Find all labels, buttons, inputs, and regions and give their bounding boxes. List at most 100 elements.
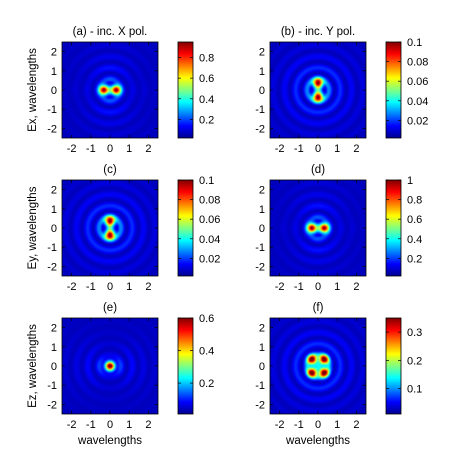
panel-c-colorbar	[177, 179, 194, 277]
panel-f-ytick-label: -1	[255, 380, 265, 392]
panel-e-ytick-label: 0	[51, 361, 57, 373]
panel-c-ytick-label: 0	[51, 223, 57, 235]
panel-c-colorbar-tick-label: 0.02	[199, 253, 220, 265]
panel-e-ytick-label: -2	[47, 399, 57, 411]
panel-a-colorbar-tick-label: 0.6	[199, 73, 214, 85]
panel-e-colorbar	[177, 317, 194, 415]
panel-d-heatmap	[270, 180, 366, 276]
panel-e-xtick-label: 2	[145, 419, 151, 431]
panel-a-heatmap	[62, 42, 158, 138]
panel-a-ytick-label: -2	[47, 123, 57, 135]
panel-c-ylabel: Ey, wavelengths	[27, 186, 39, 269]
panel-f-title: (f)	[313, 302, 324, 314]
panel-b-heatmap	[270, 42, 366, 138]
panel-d-xtick-label: -2	[275, 281, 285, 293]
panel-a-ylabel: Ex, wavelengths	[27, 48, 39, 132]
panel-e-xtick-label: 1	[126, 419, 132, 431]
panel-e-colorbar-tick-label: 0.6	[199, 313, 214, 325]
panel-c-xtick-label: 2	[145, 281, 151, 293]
panel-d-title: (d)	[311, 164, 325, 176]
panel-b-ytick-label: 2	[259, 47, 265, 59]
panel-e-heatmap	[62, 318, 158, 414]
panel-d-ytick-label: -1	[255, 242, 265, 254]
panel-f-colorbar-tick-label: 0.3	[407, 327, 422, 339]
panel-b-xtick-label: 1	[334, 143, 340, 155]
panel-f-ytick-label: 2	[259, 323, 265, 335]
panel-e-title: (e)	[103, 302, 117, 314]
panel-d-colorbar-tick-label: 0.2	[407, 253, 422, 265]
panel-d-ytick-label: 2	[259, 185, 265, 197]
panel-c-title: (c)	[103, 164, 117, 176]
panel-e-ytick-label: -1	[47, 380, 57, 392]
panel-e-xtick-label: 0	[107, 419, 113, 431]
panel-b-ytick-label: 1	[259, 66, 265, 78]
panel-d-colorbar	[385, 179, 402, 277]
panel-f-xtick-label: 1	[334, 419, 340, 431]
panel-d-ytick-label: 0	[259, 223, 265, 235]
panel-c-colorbar-tick-label: 0.04	[199, 234, 220, 246]
panel-b-xtick-label: 2	[353, 143, 359, 155]
panel-a-colorbar-tick-label: 0.8	[199, 52, 214, 64]
panel-e-ylabel: Ez, wavelengths	[27, 324, 39, 408]
panel-f-xlabel: wavelengths	[285, 435, 350, 447]
panel-f-xtick-label: 0	[315, 419, 321, 431]
panel-b-xtick-label: -2	[275, 143, 285, 155]
panel-a-xtick-label: -2	[67, 143, 77, 155]
panel-b: (b) - inc. Y pol. -2 -1 0 1 2 -2 -1 0 1 2 0.1 0.08 0.…	[255, 26, 428, 155]
panel-c-xtick-label: -2	[67, 281, 77, 293]
panel-c-ytick-label: -2	[47, 261, 57, 273]
panel-e-colorbar-tick-label: 0.4	[199, 346, 214, 358]
panel-c-xtick-label: -1	[86, 281, 96, 293]
panel-e: (e) -2 -1 0 1 2 -2 -1 0 1 2 Ez, wavelengths waveleng…	[27, 302, 214, 447]
panel-b-ytick-label: 0	[259, 85, 265, 97]
panel-a-colorbar-tick-label: 0.4	[199, 94, 214, 106]
panel-d-ytick-label: -2	[255, 261, 265, 273]
panel-b-title: (b) - inc. Y pol.	[281, 26, 355, 38]
panel-b-colorbar	[385, 41, 402, 139]
panel-b-colorbar-tick-label: 0.1	[407, 37, 422, 49]
panel-b-ytick-label: -1	[255, 104, 265, 116]
panel-d-colorbar-tick-label: 1	[407, 175, 413, 187]
panel-f-colorbar	[385, 317, 402, 415]
panel-e-ytick-label: 2	[51, 323, 57, 335]
panel-a: (a) - inc. X pol. -2 -1 0 1 2 -2 -1 0 1 2 Ex, wavel…	[27, 26, 214, 155]
panel-a-xtick-label: -1	[86, 143, 96, 155]
panel-c-colorbar-tick-label: 0.1	[199, 175, 214, 187]
panel-d-xtick-label: 2	[353, 281, 359, 293]
panel-f-ytick-label: 1	[259, 342, 265, 354]
panel-c-ytick-label: 1	[51, 204, 57, 216]
panel-c-colorbar-tick-label: 0.06	[199, 214, 220, 226]
panel-d: (d) -2 -1 0 1 2 -2 -1 0 1 2 1 0.8 0.6 0.4 0.2	[255, 164, 422, 293]
panel-c-ytick-label: -1	[47, 242, 57, 254]
panel-a-xtick-label: 0	[107, 143, 113, 155]
panel-c-xtick-label: 0	[107, 281, 113, 293]
panel-f-ytick-label: 0	[259, 361, 265, 373]
panels-group: (a) - inc. X pol. -2 -1 0 1 2 -2 -1 0 1 2 Ex, wavel…	[27, 26, 428, 447]
panel-f-heatmap	[270, 318, 366, 414]
panel-a-colorbar	[177, 41, 194, 139]
panel-d-xtick-label: -1	[294, 281, 304, 293]
panel-c-ytick-label: 2	[51, 185, 57, 197]
panel-f-colorbar-tick-label: 0.2	[407, 355, 422, 367]
panel-a-ytick-label: -1	[47, 104, 57, 116]
panel-e-xlabel: wavelengths	[77, 435, 142, 447]
panel-b-ytick-label: -2	[255, 123, 265, 135]
panel-d-colorbar-tick-label: 0.6	[407, 214, 422, 226]
panel-a-ytick-label: 0	[51, 85, 57, 97]
panel-c-heatmap	[62, 180, 158, 276]
panel-d-xtick-label: 1	[334, 281, 340, 293]
panel-d-ytick-label: 1	[259, 204, 265, 216]
panel-e-colorbar-tick-label: 0.2	[199, 378, 214, 390]
panel-a-xtick-label: 1	[126, 143, 132, 155]
panel-f-xtick-label: -1	[294, 419, 304, 431]
panel-a-ytick-label: 1	[51, 66, 57, 78]
panel-e-xtick-label: -2	[67, 419, 77, 431]
panel-f-colorbar-tick-label: 0.1	[407, 384, 422, 396]
panel-a-title: (a) - inc. X pol.	[73, 26, 148, 38]
panel-a-xtick-label: 2	[145, 143, 151, 155]
panel-d-colorbar-tick-label: 0.8	[407, 195, 422, 207]
panel-a-colorbar-tick-label: 0.2	[199, 114, 214, 126]
panel-a-ytick-label: 2	[51, 47, 57, 59]
